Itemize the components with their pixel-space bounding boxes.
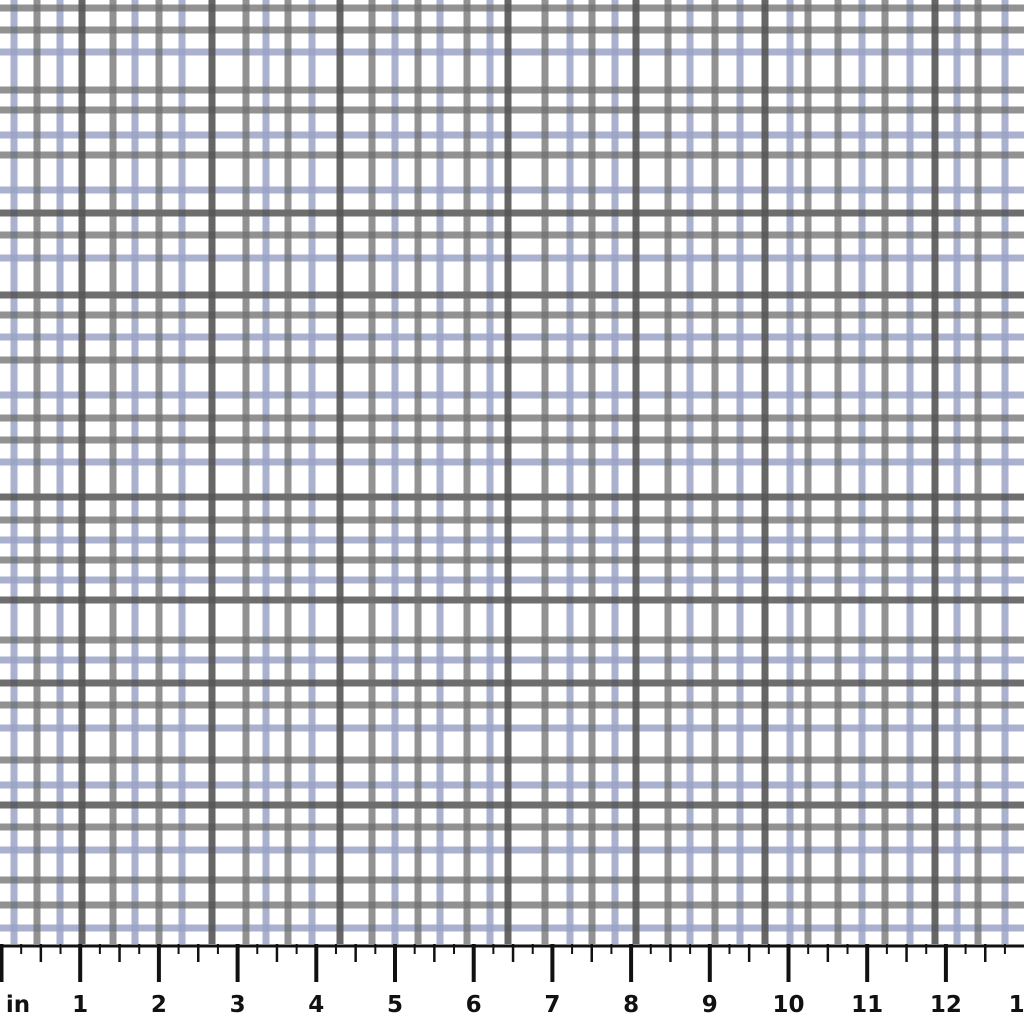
- ruler-label: 8: [623, 992, 640, 1018]
- ruler-label: 1: [72, 992, 89, 1018]
- ruler-label: 10: [772, 992, 805, 1018]
- inch-ruler: in 12345678910111213: [0, 944, 1024, 1024]
- ruler-label: 7: [544, 992, 561, 1018]
- ruler-label: 5: [386, 992, 404, 1018]
- ruler-ticks: [0, 944, 1024, 982]
- ruler-label: 6: [465, 992, 482, 1018]
- ruler-label: 11: [851, 992, 884, 1018]
- ruler-label: 13: [1008, 992, 1024, 1018]
- ruler-label: 3: [229, 992, 246, 1018]
- ruler-unit-label: in: [5, 992, 31, 1018]
- plaid-fabric-pattern: [0, 0, 1024, 946]
- ruler-label: 9: [701, 992, 718, 1018]
- ruler-label: 2: [150, 992, 167, 1018]
- ruler-label: 12: [929, 992, 962, 1018]
- ruler-label: 4: [308, 992, 325, 1018]
